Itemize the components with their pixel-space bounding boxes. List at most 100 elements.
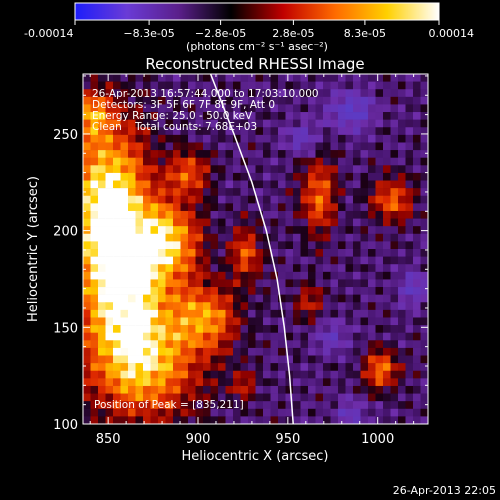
heatmap-cell (293, 172, 301, 181)
heatmap-cell (210, 74, 219, 82)
heatmap-cell (368, 127, 376, 136)
heatmap-cell (90, 256, 99, 265)
heatmap-cell (83, 127, 91, 136)
heatmap-cell (353, 340, 361, 349)
heatmap-cell (195, 408, 204, 417)
heatmap-cell (315, 226, 324, 235)
heatmap-cell (165, 264, 174, 273)
heatmap-cell (180, 332, 189, 341)
heatmap-cell (240, 233, 249, 242)
heatmap-cell (323, 150, 331, 158)
heatmap-cell (203, 287, 211, 295)
heatmap-cell (143, 325, 151, 333)
heatmap-cell (413, 188, 421, 197)
heatmap-cell (413, 249, 421, 257)
heatmap-cell (285, 340, 294, 349)
heatmap-cell (390, 180, 399, 189)
heatmap-cell (203, 142, 211, 151)
heatmap-cell (345, 378, 354, 387)
heatmap-cell (113, 172, 121, 181)
heatmap-cell (105, 256, 114, 265)
heatmap-cell (218, 157, 226, 166)
heatmap-cell (420, 172, 428, 181)
heatmap-cell (143, 408, 151, 417)
heatmap-cell (105, 416, 114, 424)
heatmap-cell (413, 119, 421, 128)
heatmap-cell (158, 325, 166, 333)
heatmap-cell (240, 309, 249, 318)
heatmap-cell (263, 195, 271, 204)
heatmap-cell (315, 203, 324, 212)
heatmap-cell (405, 249, 414, 257)
heatmap-cell (293, 150, 301, 158)
heatmap-cell (405, 332, 414, 341)
heatmap-cell (368, 385, 376, 394)
heatmap-cell (120, 317, 129, 326)
heatmap-cell (278, 142, 286, 151)
heatmap-cell (135, 81, 144, 90)
heatmap-cell (128, 218, 136, 227)
heatmap-cell (158, 355, 166, 364)
heatmap-cell (353, 119, 361, 128)
heatmap-cell (405, 210, 414, 219)
heatmap-cell (233, 172, 241, 181)
heatmap-cell (375, 81, 384, 90)
heatmap-cell (270, 279, 279, 288)
heatmap-cell (375, 401, 384, 410)
heatmap-cell (233, 408, 241, 417)
heatmap-cell (420, 309, 428, 318)
heatmap-cell (98, 256, 106, 265)
heatmap-cell (353, 188, 361, 197)
heatmap-cell (240, 134, 249, 143)
heatmap-cell (165, 96, 174, 105)
heatmap-cell (188, 294, 196, 303)
heatmap-cell (113, 393, 121, 402)
heatmap-cell (285, 119, 294, 128)
heatmap-cell (173, 347, 181, 356)
heatmap-cell (360, 309, 369, 318)
heatmap-cell (330, 180, 339, 189)
heatmap-cell (83, 210, 91, 219)
heatmap-cell (143, 332, 151, 341)
heatmap-cell (360, 157, 369, 166)
heatmap-cell (398, 226, 406, 235)
heatmap-cell (165, 294, 174, 303)
heatmap-cell (165, 378, 174, 387)
heatmap-cell (360, 363, 369, 372)
heatmap-cell (150, 385, 159, 394)
heatmap-cell (368, 195, 376, 204)
heatmap-cell (270, 104, 279, 113)
heatmap-cell (420, 119, 428, 128)
heatmap-cell (165, 317, 174, 326)
heatmap-cell (143, 340, 151, 349)
heatmap-cell (255, 134, 264, 143)
heatmap-cell (278, 96, 286, 105)
heatmap-cell (135, 287, 144, 295)
heatmap-cell (398, 241, 406, 250)
heatmap-cell (330, 104, 339, 113)
heatmap-cell (195, 203, 204, 212)
heatmap-cell (323, 271, 331, 280)
heatmap-cell (105, 203, 114, 212)
heatmap-cell (293, 226, 301, 235)
heatmap-cell (315, 393, 324, 402)
heatmap-cell (113, 226, 121, 235)
heatmap-cell (383, 203, 391, 212)
heatmap-cell (135, 165, 144, 174)
heatmap-cell (195, 416, 204, 424)
heatmap-cell (233, 180, 241, 189)
heatmap-cell (240, 150, 249, 158)
x-tick-label: 900 (186, 432, 211, 447)
heatmap-cell (315, 401, 324, 410)
heatmap-cell (360, 347, 369, 356)
heatmap-cell (225, 363, 234, 372)
heatmap-cell (293, 249, 301, 257)
heatmap-cell (353, 370, 361, 379)
heatmap-cell (255, 370, 264, 379)
heatmap-cell (308, 332, 316, 341)
heatmap-cell (225, 332, 234, 341)
heatmap-cell (330, 347, 339, 356)
heatmap-cell (188, 393, 196, 402)
heatmap-cell (263, 165, 271, 174)
heatmap-cell (293, 210, 301, 219)
